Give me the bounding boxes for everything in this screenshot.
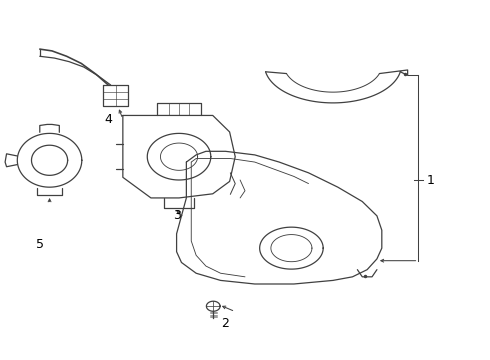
Text: 3: 3 [172,210,180,222]
Text: 5: 5 [36,238,44,251]
Text: 2: 2 [221,317,229,330]
Text: 4: 4 [104,113,112,126]
Text: 1: 1 [427,174,435,186]
